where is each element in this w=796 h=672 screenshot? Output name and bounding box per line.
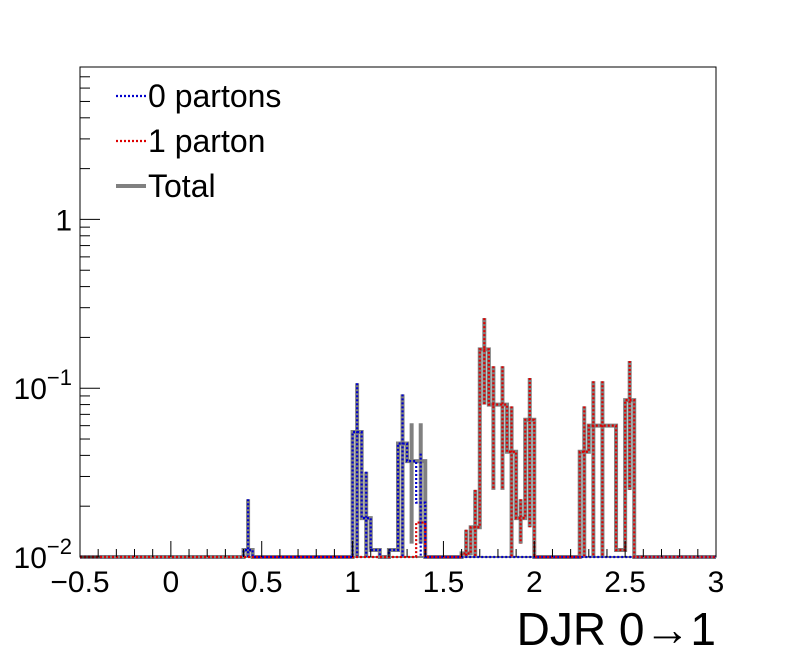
legend: 0 partons 1 parton Total (116, 78, 281, 204)
x-tick-label: 2.5 (604, 566, 646, 599)
legend-entry: 1 parton (116, 123, 265, 159)
series-layer (80, 318, 716, 559)
y-tick-label: 10−1 (14, 365, 72, 406)
legend-label: 0 partons (148, 78, 281, 114)
x-tick-label: 0 (163, 566, 180, 599)
series-1-parton (80, 318, 716, 559)
legend-entry: 0 partons (116, 78, 281, 114)
legend-entry: Total (116, 168, 216, 204)
x-tick-label: 0.5 (241, 566, 283, 599)
legend-label: Total (148, 168, 216, 204)
x-tick-label: 1.5 (423, 566, 465, 599)
axes-layer: −0.5 0 0.5 1 1.5 2 2.5 3 1 10−1 10−2 (14, 66, 725, 599)
series-line (80, 348, 716, 559)
x-tick-label: −0.5 (50, 566, 109, 599)
x-axis-title: DJR 0→1 (517, 603, 716, 655)
legend-label: 1 parton (148, 123, 265, 159)
y-tick-label: 1 (55, 204, 72, 237)
y-tick-label: 10−2 (14, 534, 72, 575)
x-tick-label: 1 (344, 566, 361, 599)
x-tick-label: 3 (708, 566, 725, 599)
x-tick-label: 2 (526, 566, 543, 599)
